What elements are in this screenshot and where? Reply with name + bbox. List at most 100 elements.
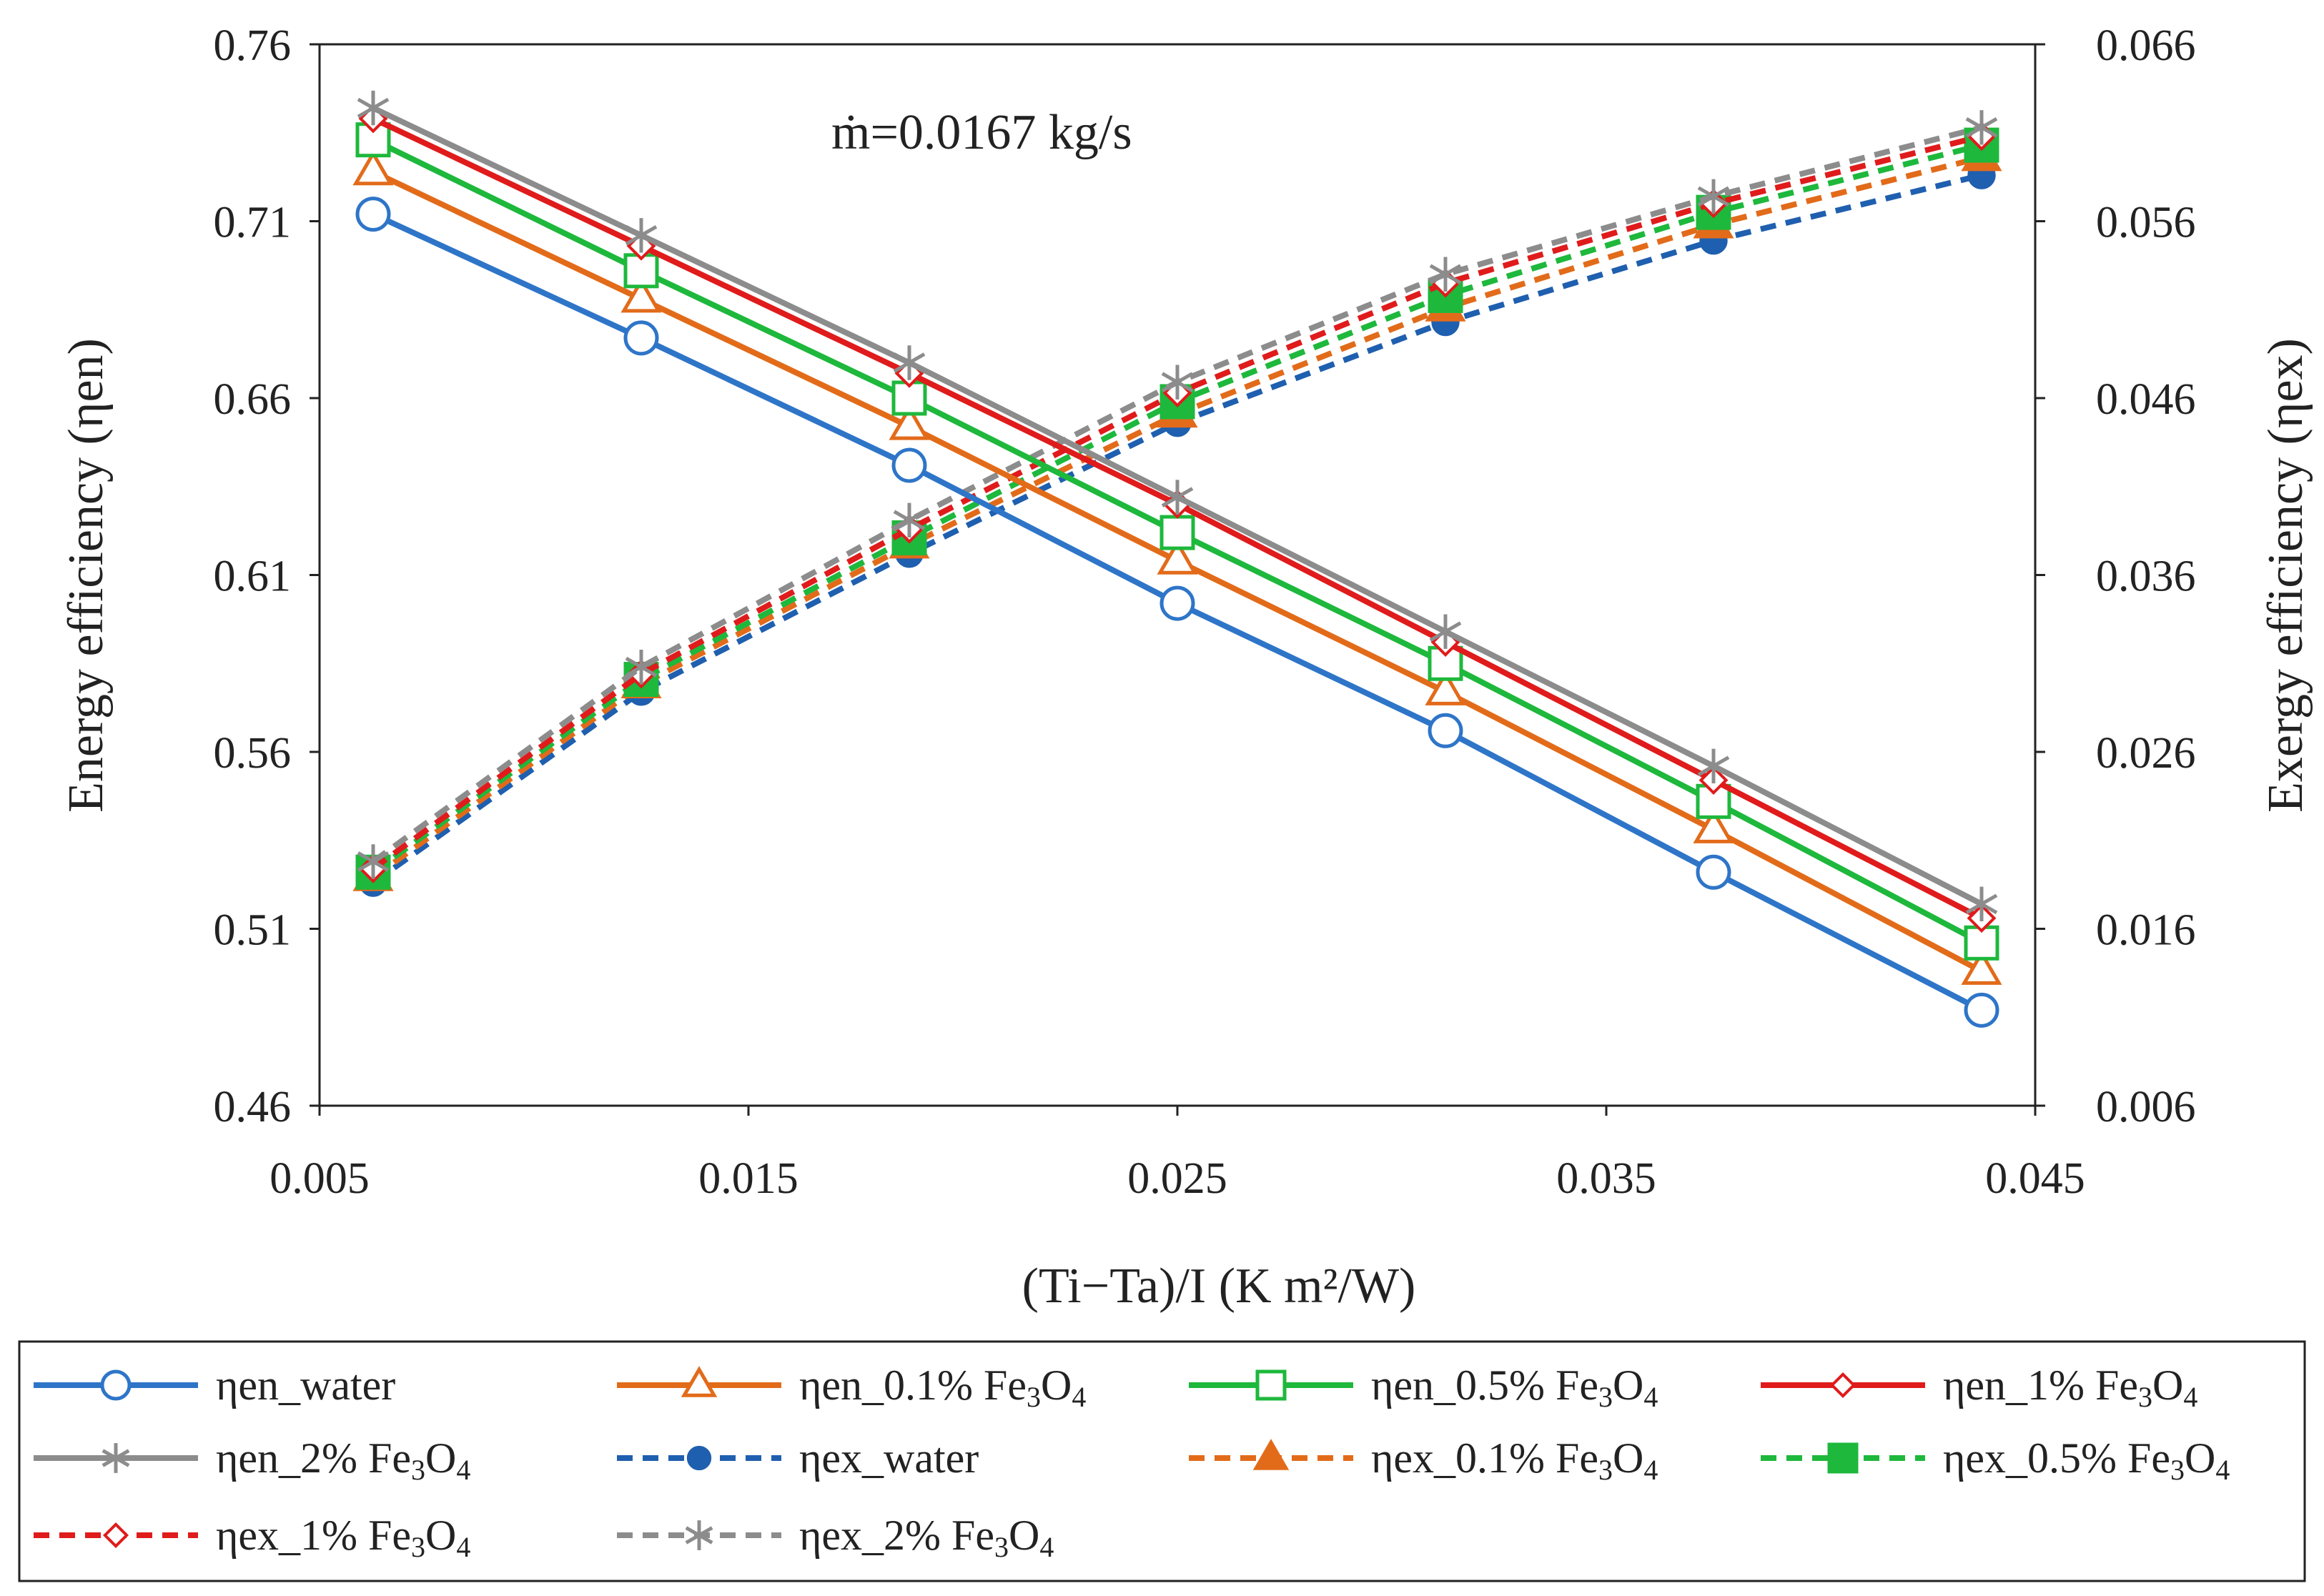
legend-item: ηex_0.5% Fe3O4 — [1761, 1434, 2230, 1486]
legend-subscript: 3 — [1598, 1454, 1613, 1486]
legend-text-part: ηen_0.1% Fe — [799, 1362, 1027, 1409]
legend-item: ηen_1% Fe3O4 — [1761, 1362, 2197, 1413]
data-point — [891, 447, 927, 483]
data-point — [1693, 808, 1734, 843]
legend-label: ηen_0.5% Fe3O4 — [1371, 1362, 1658, 1413]
y-right-tick-label: 0.036 — [2096, 552, 2196, 601]
data-point — [1697, 748, 1730, 783]
y-left-tick-label: 0.61 — [214, 552, 292, 601]
legend-subscript: 3 — [411, 1454, 425, 1486]
legend-text-part: O — [1613, 1434, 1643, 1482]
legend-subscript: 3 — [1598, 1381, 1613, 1413]
y-right-tick-label: 0.056 — [2096, 199, 2196, 247]
chart-frame — [310, 43, 2045, 1116]
data-point — [102, 1522, 129, 1549]
legend-text-part: O — [2152, 1362, 2183, 1409]
y-right-tick-label: 0.066 — [2096, 21, 2196, 70]
series-0 — [355, 197, 1999, 1028]
legend-item: ηen_water — [34, 1362, 395, 1409]
legend-subscript: 4 — [1039, 1531, 1054, 1563]
legend-item: ηex_water — [617, 1434, 979, 1482]
y-left-tick-label: 0.66 — [214, 375, 292, 424]
data-point — [1429, 614, 1462, 649]
legend-text-part: O — [425, 1512, 456, 1559]
data-point — [1964, 992, 1999, 1028]
data-point — [1697, 179, 1730, 214]
legend-label: ηex_0.5% Fe3O4 — [1943, 1434, 2230, 1486]
chart-legend: ηen_water ηen_0.1% Fe3O4 ηen_0.5% Fe3O4 ηen… — [18, 1340, 2306, 1582]
legend-label: ηex_water — [799, 1434, 979, 1482]
data-point — [1829, 1372, 1856, 1399]
data-point — [1255, 1369, 1287, 1401]
data-point — [623, 320, 659, 356]
legend-label: ηen_water — [216, 1362, 395, 1409]
data-point — [889, 405, 930, 440]
y-right-tick-label: 0.016 — [2096, 906, 2196, 955]
chart-labels: 0.005 0.015 0.025 0.035 0.045 0.46 0.51 0.56 0.6… — [59, 21, 2313, 1314]
legend-text-part: O — [2185, 1434, 2215, 1482]
legend-text-part: O — [1041, 1362, 1072, 1409]
data-point — [1827, 1442, 1859, 1474]
data-point — [1425, 670, 1466, 705]
data-point — [1157, 539, 1198, 575]
x-tick-label: 0.035 — [1556, 1154, 1656, 1203]
legend-subscript: 3 — [411, 1531, 425, 1563]
data-point — [355, 197, 391, 232]
legend-subscript: 4 — [2183, 1381, 2197, 1413]
legend-subscript: 3 — [1027, 1381, 1041, 1413]
data-point — [893, 502, 926, 537]
legend-item: ηex_1% Fe3O4 — [34, 1512, 470, 1563]
legend-subscript: 4 — [456, 1531, 470, 1563]
data-point — [893, 345, 926, 380]
legend-item: ηex_2% Fe3O4 — [617, 1512, 1054, 1563]
legend-subscript: 4 — [456, 1454, 470, 1486]
y-left-tick-label: 0.51 — [214, 906, 292, 955]
data-point — [352, 149, 394, 186]
legend-subscript: 3 — [994, 1531, 1009, 1563]
legend-item: ηen_0.1% Fe3O4 — [617, 1362, 1086, 1413]
x-tick-label: 0.005 — [270, 1154, 370, 1203]
data-point — [100, 1369, 132, 1401]
y-right-axis-title: Exergy efficiency (ηex) — [2258, 338, 2313, 813]
legend-text-part: ηex_0.5% Fe — [1943, 1434, 2170, 1482]
data-point — [685, 1520, 713, 1550]
legend-subscript: 4 — [1072, 1381, 1086, 1413]
data-point — [686, 1445, 712, 1471]
y-left-axis-title: Energy efficiency (ηen) — [59, 338, 114, 813]
legend-text-part: ηen_0.5% Fe — [1371, 1362, 1598, 1409]
flow-rate-annotation: ṁ=0.0167 kg/s — [831, 105, 1132, 160]
legend-item: ηex_0.1% Fe3O4 — [1189, 1434, 1658, 1486]
data-point — [681, 1366, 718, 1397]
legend-text-part: O — [1009, 1512, 1039, 1559]
legend-text-part: ηen_1% Fe — [1943, 1362, 2138, 1409]
y-right-tick-label: 0.026 — [2096, 729, 2196, 778]
legend-label: ηen_2% Fe3O4 — [216, 1434, 470, 1486]
data-point — [1965, 110, 1998, 145]
legend-subscript: 4 — [2215, 1454, 2230, 1486]
legend-label: ηex_2% Fe3O4 — [799, 1512, 1054, 1563]
legend-subscript: 3 — [2138, 1381, 2152, 1413]
data-point — [102, 1443, 130, 1473]
series-9 — [357, 110, 1998, 879]
data-point — [1252, 1439, 1290, 1470]
legend-label: ηen_1% Fe3O4 — [1943, 1362, 2197, 1413]
legend-item: ηen_0.5% Fe3O4 — [1189, 1362, 1658, 1413]
data-point — [1161, 365, 1194, 400]
legend-subscript: 4 — [1643, 1454, 1658, 1486]
data-point — [357, 90, 390, 126]
data-point — [625, 650, 658, 685]
legend-box — [18, 1340, 2306, 1582]
legend-text-part: ηex_1% Fe — [216, 1512, 411, 1559]
x-tick-label: 0.025 — [1127, 1154, 1227, 1203]
legend-text-part: O — [1613, 1362, 1643, 1409]
data-point — [357, 844, 390, 879]
x-tick-label: 0.015 — [698, 1154, 798, 1203]
legend-subscript: 3 — [2170, 1454, 2185, 1486]
y-right-tick-label: 0.046 — [2096, 375, 2196, 424]
series-2 — [355, 122, 1999, 961]
legend-label: ηex_0.1% Fe3O4 — [1371, 1434, 1658, 1486]
x-tick-label: 0.045 — [1985, 1154, 2085, 1203]
data-point — [1161, 480, 1194, 515]
legend-item: ηen_2% Fe3O4 — [34, 1434, 470, 1486]
